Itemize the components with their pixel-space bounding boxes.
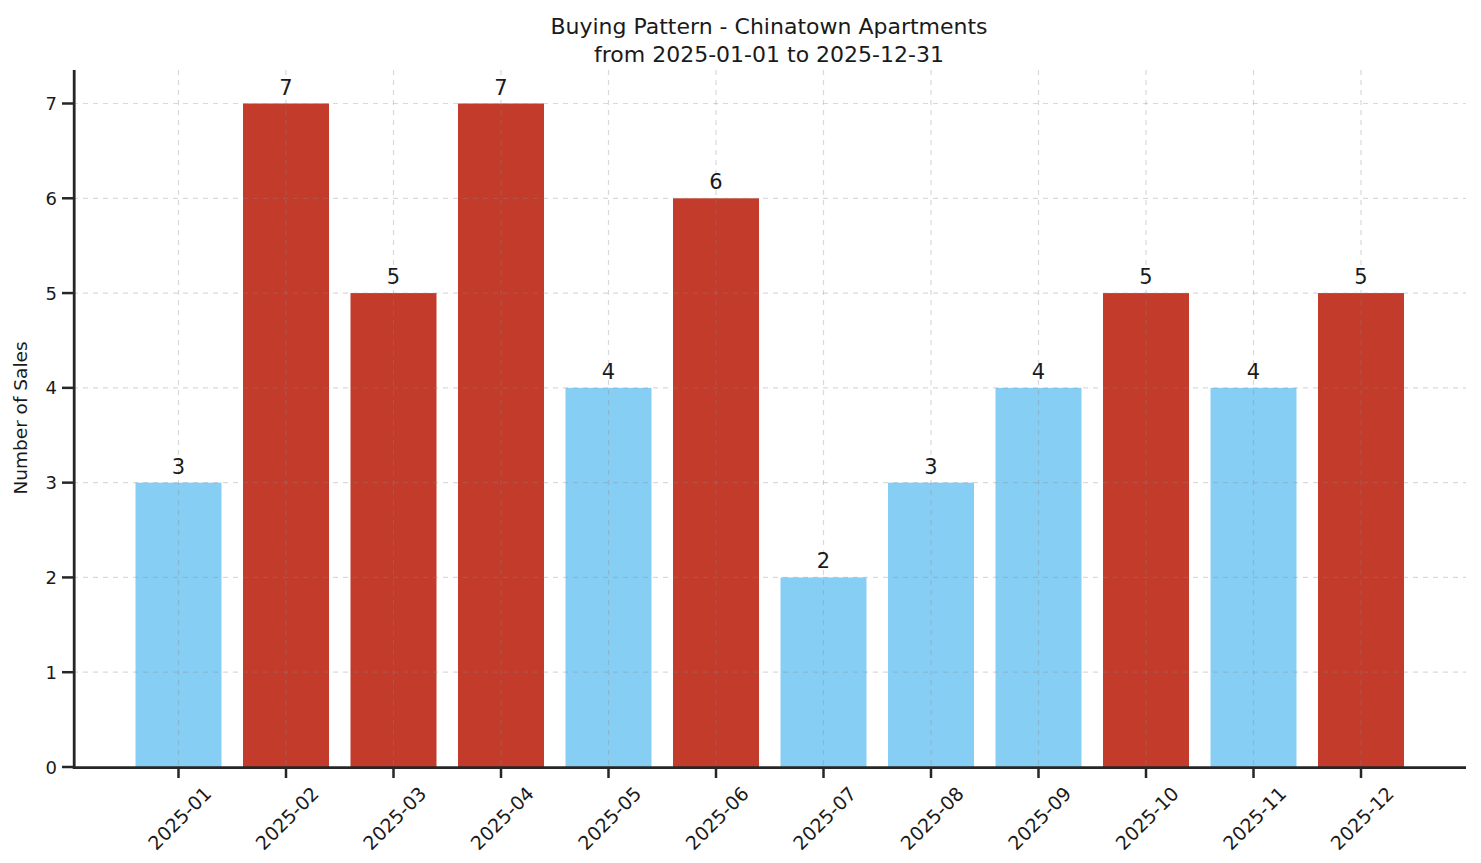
x-tick-label: 2025-07 (789, 782, 861, 854)
x-tick-label: 2025-09 (1004, 782, 1076, 854)
bar (136, 483, 222, 768)
chart-canvas: 2025-01 2025-02 2025-03 2025-04 2025-05 2025-… (0, 0, 1481, 863)
x-tick-label: 2025-04 (466, 782, 538, 854)
x-tick-label: 2025-01 (144, 782, 216, 854)
bar-chart-figure: 2025-01 2025-02 2025-03 2025-04 2025-05 2025-… (0, 0, 1481, 863)
bar-value-label: 5 (1139, 265, 1152, 289)
y-tick-label: 4 (46, 377, 57, 398)
bar-value-label: 3 (172, 455, 185, 479)
x-tick-label: 2025-08 (896, 782, 968, 854)
y-tick-label: 2 (46, 567, 57, 588)
y-tick-label: 7 (46, 93, 57, 114)
bar-value-label: 5 (1354, 265, 1367, 289)
chart-subtitle: from 2025-01-01 to 2025-12-31 (594, 42, 944, 67)
bar-value-label: 7 (279, 76, 292, 100)
x-tick-label: 2025-05 (574, 782, 646, 854)
bar-value-label: 7 (494, 76, 507, 100)
x-tick-label: 2025-03 (359, 782, 431, 854)
bar (888, 483, 974, 768)
bars-group (136, 104, 1405, 768)
y-tick-label: 0 (46, 757, 57, 778)
x-tick-label: 2025-10 (1111, 782, 1183, 854)
bar-value-label: 5 (387, 265, 400, 289)
chart-title: Buying Pattern - Chinatown Apartments (550, 14, 987, 39)
bar-value-label: 6 (709, 170, 722, 194)
bar-value-label: 4 (1247, 360, 1260, 384)
x-tick-label: 2025-06 (681, 782, 753, 854)
y-tick-label: 6 (46, 188, 57, 209)
x-tick-label: 2025-12 (1326, 782, 1398, 854)
bar-value-label: 4 (1032, 360, 1045, 384)
x-tick-label: 2025-11 (1219, 782, 1291, 854)
y-tick-label: 1 (46, 662, 57, 683)
y-axis-label: Number of Sales (10, 341, 31, 494)
y-tick-label: 5 (46, 283, 57, 304)
bar-value-label: 2 (817, 549, 830, 573)
bar-value-label: 3 (924, 455, 937, 479)
y-tick-label: 3 (46, 472, 57, 493)
x-tick-label: 2025-02 (251, 782, 323, 854)
bar-value-label: 4 (602, 360, 615, 384)
